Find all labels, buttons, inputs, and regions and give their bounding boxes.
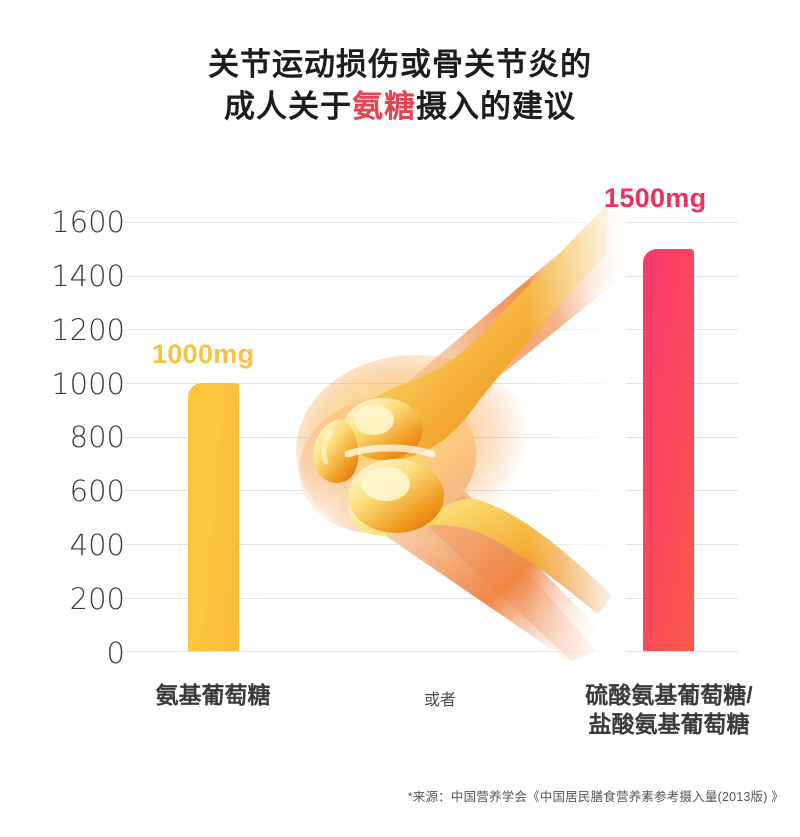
gridline-1600 — [125, 222, 738, 223]
bar-glucosamine[interactable] — [188, 383, 239, 651]
category-label-salts-line1: 硫酸氨基葡萄糖/ — [585, 682, 753, 708]
y-axis-tick-0: 0 — [106, 636, 125, 670]
y-axis-tick-1200: 1200 — [51, 313, 125, 347]
y-axis-tick-1400: 1400 — [51, 259, 125, 293]
bar-glucosamine-sulfate-hydrochloride[interactable] — [643, 249, 694, 651]
y-axis-tick-200: 200 — [69, 582, 125, 616]
title-line-2-prefix: 成人关于 — [224, 88, 352, 124]
category-label-glucosamine: 氨基葡萄糖 — [155, 682, 271, 708]
y-axis-tick-1600: 1600 — [51, 205, 125, 239]
y-axis-tick-1000: 1000 — [51, 367, 125, 401]
category-label-salts-line2: 盐酸氨基葡萄糖 — [588, 711, 750, 738]
source-footnote: *来源：中国营养学会《中国居民膳食营养素参考摄入量(2013版) 》 — [407, 790, 784, 804]
title-line-1: 关节运动损伤或骨关节炎的 — [208, 47, 592, 82]
title-line-2: 成人关于氨糖摄入的建议 — [0, 86, 800, 128]
page-title: 关节运动损伤或骨关节炎的 成人关于氨糖摄入的建议 — [0, 44, 800, 127]
axis-baseline-0 — [125, 651, 738, 652]
y-axis-tick-400: 400 — [69, 528, 125, 562]
y-axis-tick-600: 600 — [69, 474, 125, 508]
bar-label-glucosamine-salts: 1500mg — [604, 183, 707, 213]
category-label-glucosamine-salts: 硫酸氨基葡萄糖/ 盐酸氨基葡萄糖 — [544, 681, 794, 740]
y-axis-tick-800: 800 — [69, 420, 125, 454]
plot-area — [125, 222, 738, 652]
title-highlight-term: 氨糖 — [352, 88, 416, 124]
category-label-or: 或者 — [423, 692, 456, 709]
bar-label-glucosamine: 1000mg — [152, 339, 255, 369]
title-line-2-suffix: 摄入的建议 — [416, 88, 576, 124]
